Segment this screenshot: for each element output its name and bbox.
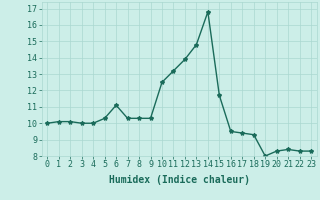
X-axis label: Humidex (Indice chaleur): Humidex (Indice chaleur) bbox=[109, 175, 250, 185]
